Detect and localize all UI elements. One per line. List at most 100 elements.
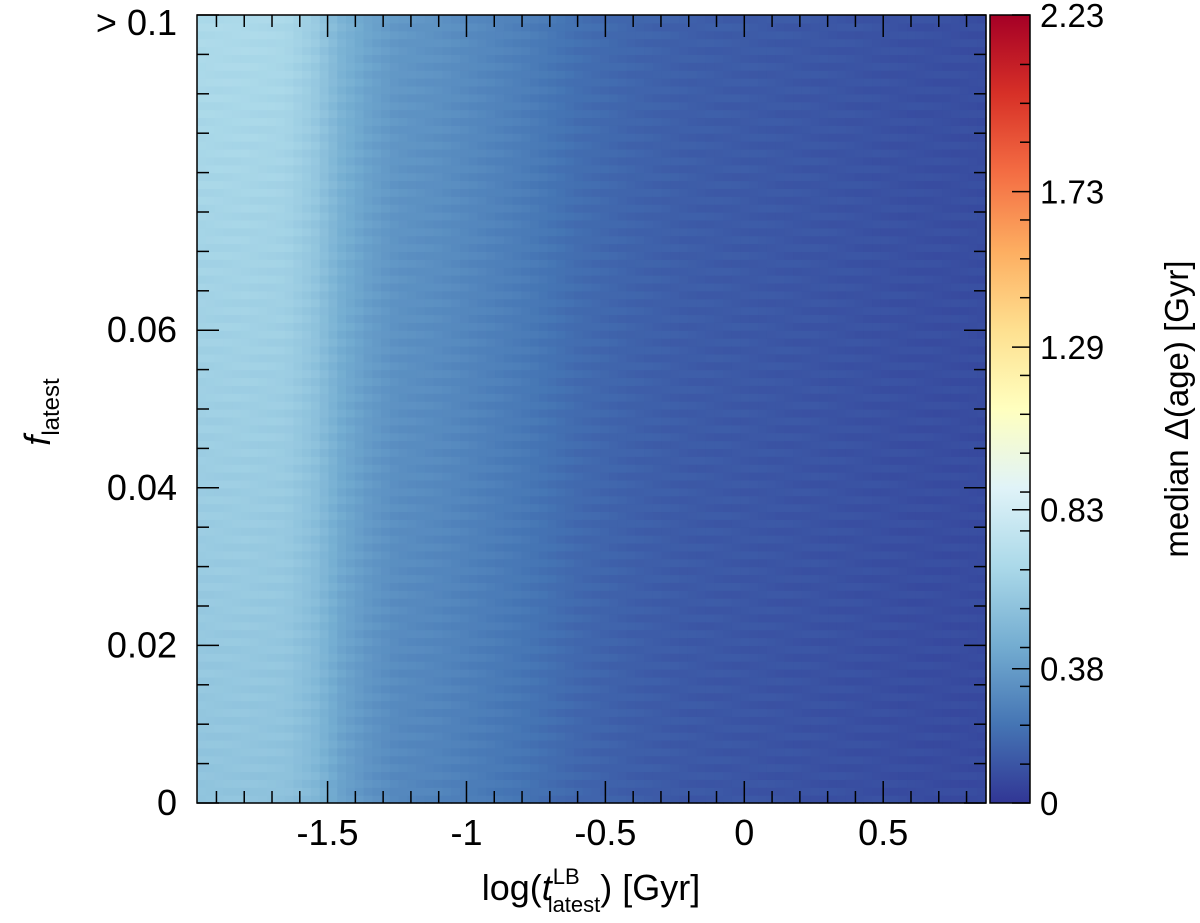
heatmap-cell — [381, 590, 391, 599]
heatmap-cell — [565, 196, 575, 205]
heatmap-cell — [258, 747, 268, 757]
heatmap-cell — [328, 393, 338, 402]
heatmap-cell — [538, 653, 549, 662]
heatmap-cell — [407, 629, 417, 639]
heatmap-cell — [573, 117, 584, 126]
heatmap-cell — [617, 70, 628, 79]
heatmap-cell — [433, 653, 444, 662]
heatmap-cell — [205, 38, 216, 48]
heatmap-cell — [521, 487, 531, 497]
heatmap-cell — [512, 243, 522, 252]
heatmap-cell — [538, 621, 549, 631]
heatmap-cell — [319, 432, 330, 442]
heatmap-cell — [582, 251, 593, 260]
heatmap-cell — [258, 401, 268, 410]
heatmap-cell — [284, 582, 295, 591]
heatmap-cell — [214, 542, 224, 552]
heatmap-cell — [205, 535, 216, 544]
heatmap-cell — [530, 219, 540, 229]
heatmap-cell — [486, 401, 496, 410]
heatmap-cell — [302, 330, 312, 339]
heatmap-cell — [354, 93, 365, 103]
heatmap-cell — [214, 46, 224, 55]
heatmap-cell — [310, 645, 321, 654]
heatmap-cell — [372, 653, 382, 662]
heatmap-cell — [477, 684, 487, 694]
heatmap-cell — [328, 495, 338, 505]
heatmap-cell — [600, 661, 610, 670]
heatmap-cell — [538, 787, 549, 796]
heatmap-cell — [565, 338, 575, 347]
heatmap-cell — [547, 519, 558, 528]
heatmap-cell — [538, 448, 549, 457]
heatmap-cell — [468, 550, 479, 560]
heatmap-cell — [486, 125, 496, 134]
heatmap-cell — [547, 566, 558, 576]
heatmap-cell — [310, 747, 321, 757]
heatmap-cell — [275, 479, 286, 489]
heatmap-cell — [328, 338, 338, 347]
heatmap-cell — [240, 795, 251, 804]
heatmap-cell — [442, 519, 452, 528]
heatmap-cell — [573, 409, 584, 418]
heatmap-cell — [346, 511, 356, 520]
heatmap-cell — [460, 432, 470, 442]
heatmap-cell — [591, 779, 601, 788]
heatmap-cell — [547, 62, 558, 71]
heatmap-cell — [573, 606, 584, 615]
heatmap-cell — [205, 298, 216, 308]
heatmap-cell — [442, 259, 452, 268]
heatmap-cell — [477, 353, 487, 363]
heatmap-cell — [416, 306, 426, 316]
heatmap-cell — [346, 196, 356, 205]
heatmap-cell — [442, 78, 452, 87]
heatmap-cell — [512, 338, 522, 347]
heatmap-cell — [451, 700, 461, 710]
heatmap-cell — [205, 653, 216, 662]
heatmap-cell — [416, 661, 426, 670]
heatmap-cell — [626, 566, 636, 576]
heatmap-cell — [381, 70, 391, 79]
heatmap-cell — [293, 117, 303, 126]
heatmap-cell — [372, 30, 382, 40]
heatmap-cell — [486, 282, 496, 292]
heatmap-cell — [267, 621, 277, 631]
heatmap-cell — [617, 369, 628, 379]
heatmap-cell — [512, 85, 522, 95]
heatmap-cell — [600, 558, 610, 568]
heatmap-cell — [205, 156, 216, 166]
heatmap-cell — [486, 637, 496, 646]
heatmap-cell — [503, 684, 514, 694]
heatmap-cell — [249, 661, 259, 670]
heatmap-cell — [363, 606, 373, 615]
heatmap-cell — [617, 479, 628, 489]
heatmap-cell — [205, 15, 216, 24]
heatmap-cell — [617, 78, 628, 87]
heatmap-cell — [538, 227, 549, 237]
heatmap-cell — [582, 345, 593, 355]
heatmap-cell — [267, 582, 277, 591]
heatmap-cell — [477, 148, 487, 158]
heatmap-cell — [582, 661, 593, 670]
heatmap-cell — [617, 322, 628, 331]
heatmap-cell — [495, 141, 505, 150]
heatmap-cell — [363, 566, 373, 576]
heatmap-cell — [486, 409, 496, 418]
heatmap-cell — [460, 661, 470, 670]
heatmap-cell — [363, 275, 373, 284]
heatmap-cell — [310, 401, 321, 410]
heatmap-cell — [424, 78, 435, 87]
heatmap-cell — [284, 353, 295, 363]
heatmap-cell — [302, 613, 312, 623]
heatmap-cell — [486, 259, 496, 268]
heatmap-cell — [609, 487, 619, 497]
heatmap-cell — [600, 38, 610, 48]
heatmap-cell — [451, 519, 461, 528]
heatmap-cell — [503, 243, 514, 252]
heatmap-cell — [460, 275, 470, 284]
heatmap-cell — [381, 188, 391, 197]
heatmap-cell — [538, 432, 549, 442]
heatmap-cell — [197, 409, 207, 418]
heatmap-cell — [240, 456, 251, 465]
heatmap-cell — [486, 763, 496, 773]
